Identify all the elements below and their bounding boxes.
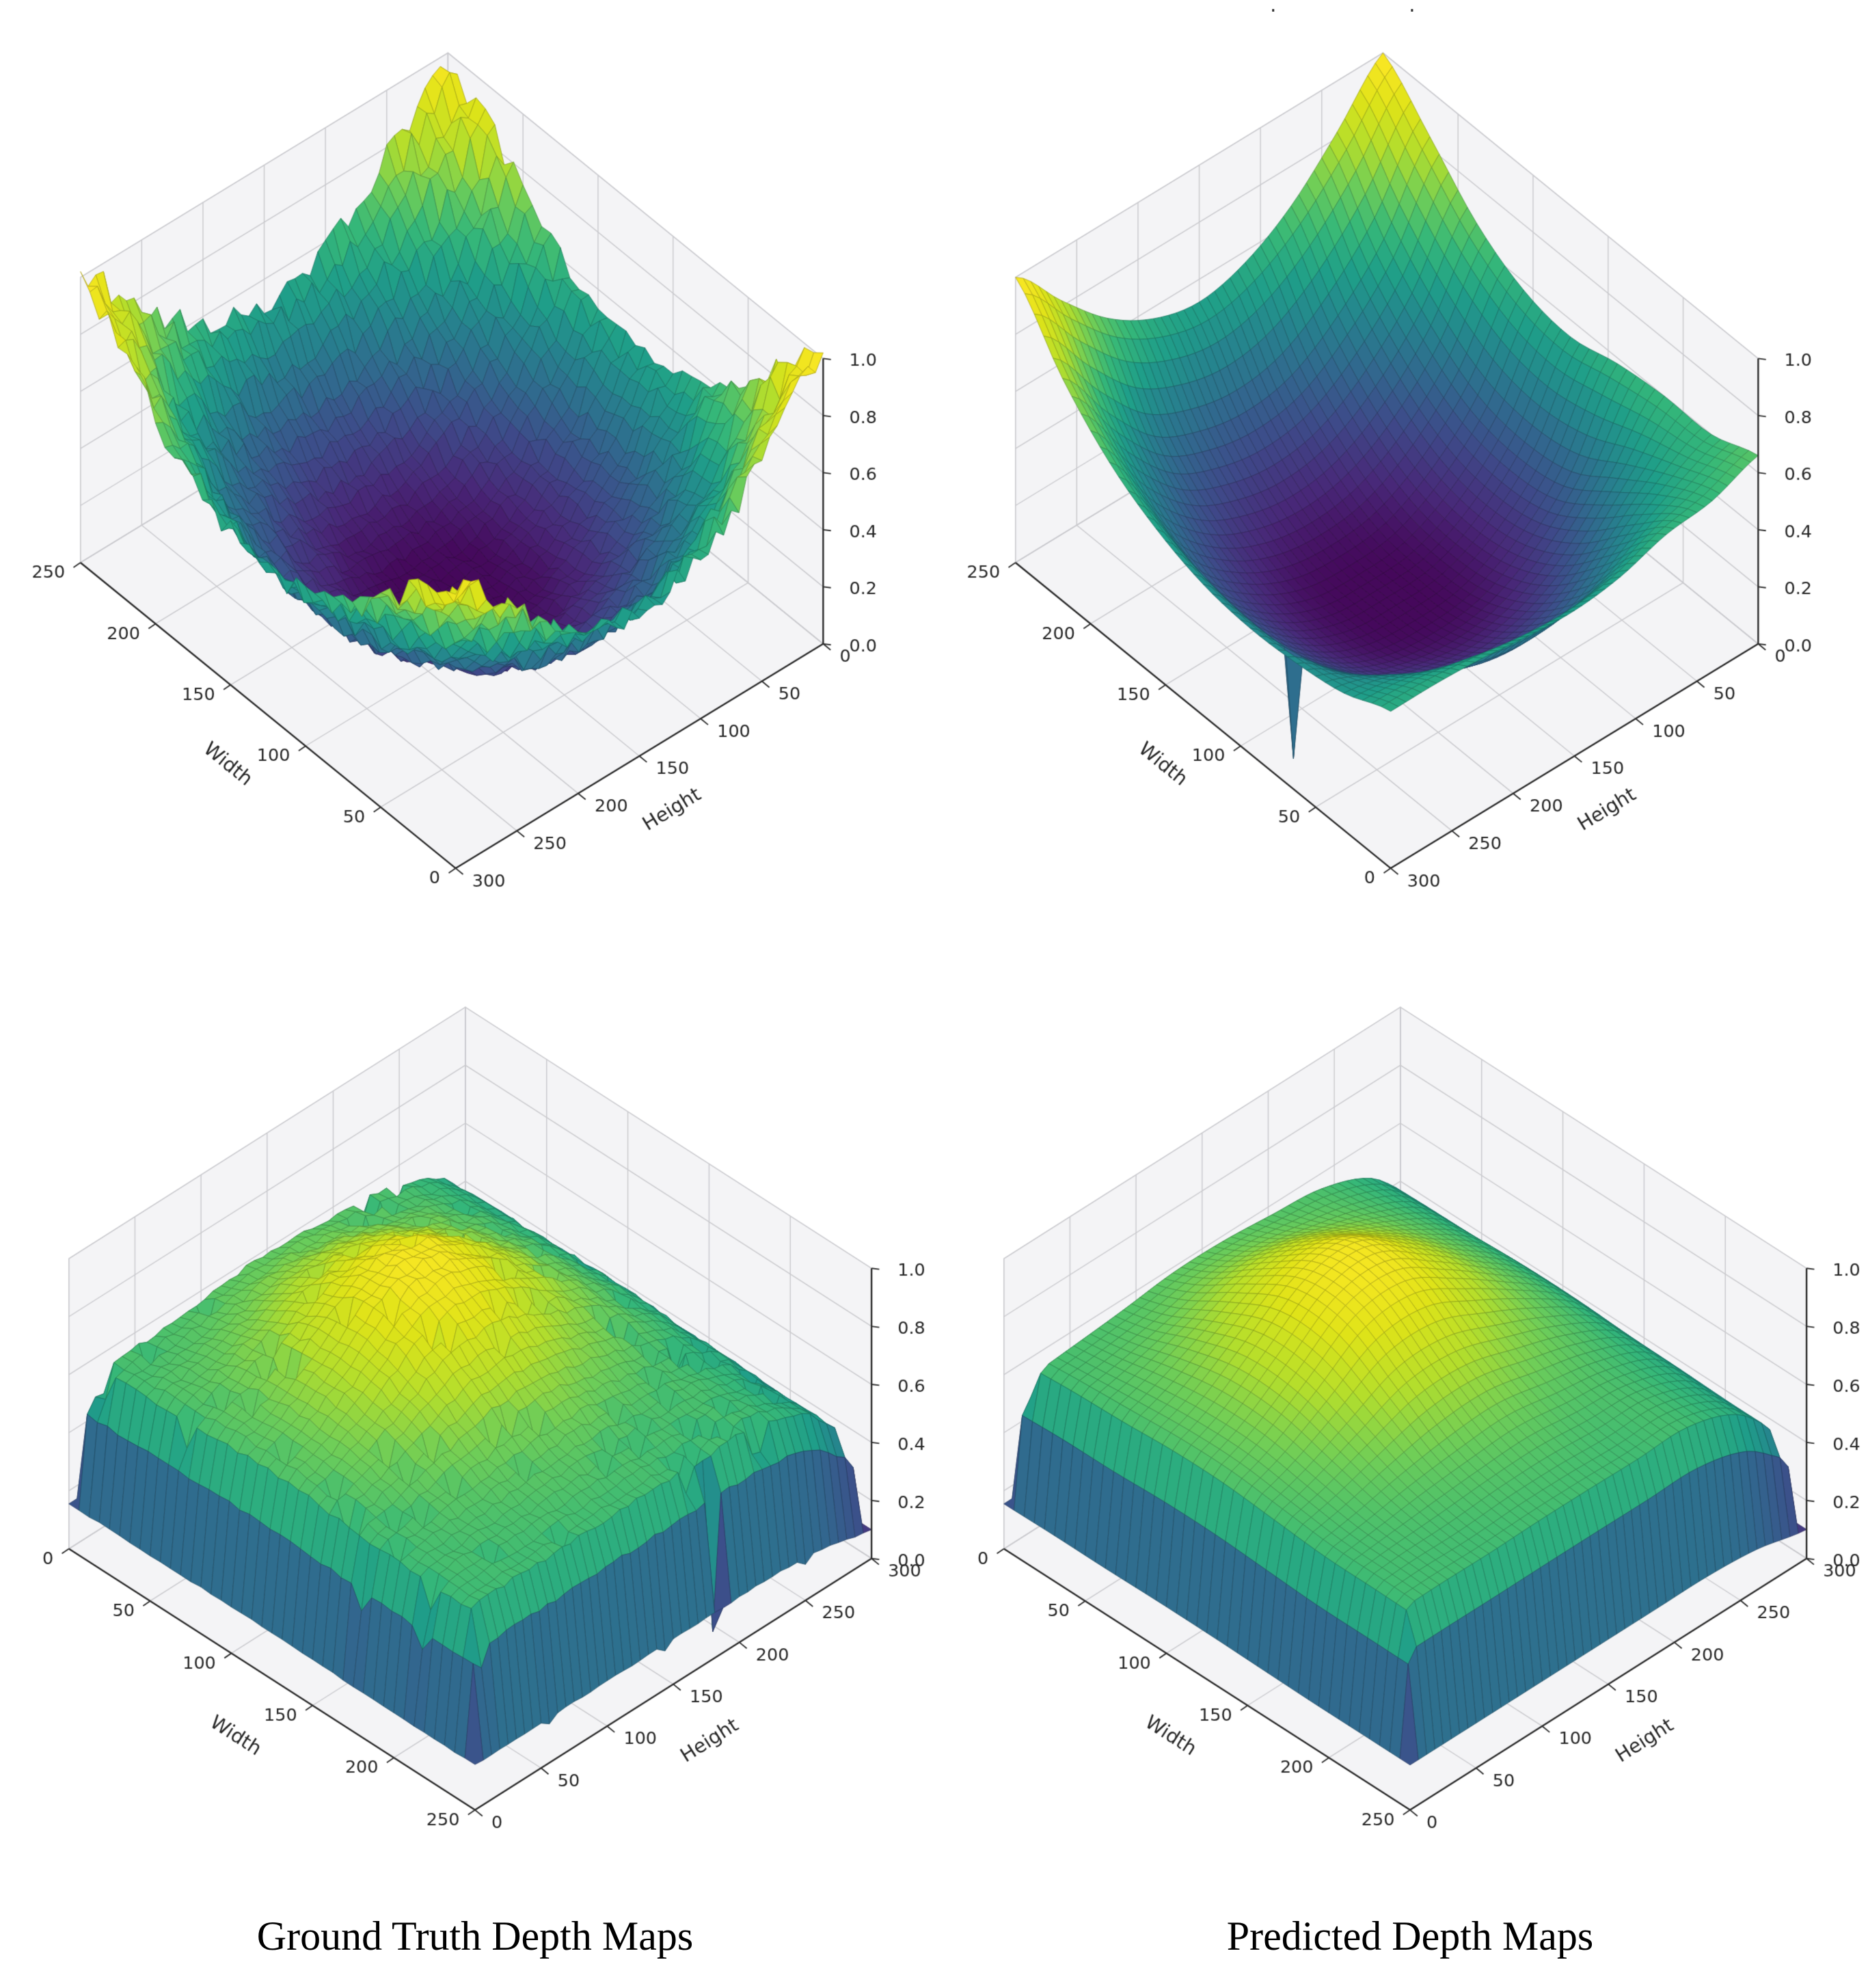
caption-ground-truth: Ground Truth Depth Maps (256, 1913, 694, 1959)
surface-plot-predicted-sample2 (956, 993, 1865, 1883)
caption-predicted: Predicted Depth Maps (1226, 1913, 1594, 1959)
surface-plot-predicted-sample1 (956, 5, 1865, 896)
surface-plot-ground-truth-sample1 (21, 5, 930, 896)
surface-plot-ground-truth-sample2 (21, 993, 930, 1883)
